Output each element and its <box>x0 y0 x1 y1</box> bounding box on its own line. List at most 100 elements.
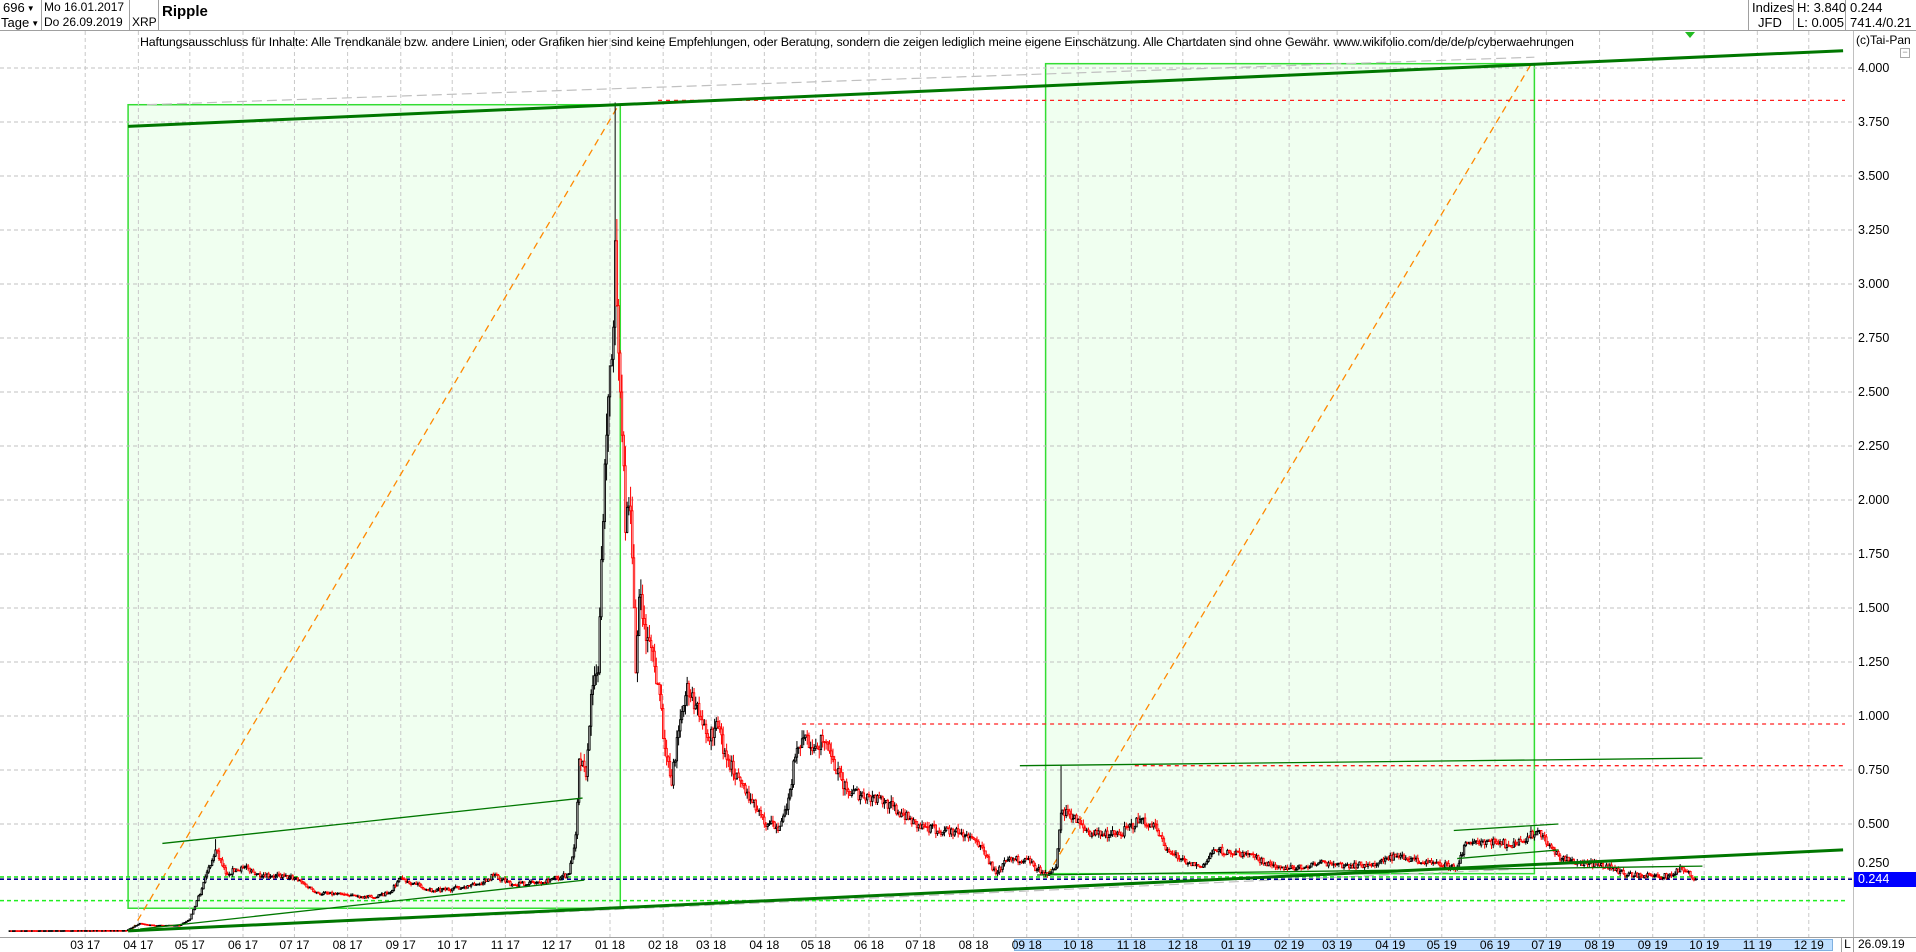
high-low-cell: H: 3.840 L: 0.005 <box>1794 0 1846 31</box>
candle-down <box>1239 852 1243 857</box>
candle-up <box>1444 862 1447 868</box>
candle-up <box>1308 866 1311 869</box>
candle-up <box>1462 845 1466 855</box>
date-from[interactable]: Mo 16.01.2017 <box>44 0 125 14</box>
candle-up <box>1375 864 1378 867</box>
candle-down <box>334 893 337 895</box>
candle-up <box>428 888 432 891</box>
candle-up <box>1179 858 1183 861</box>
date-to[interactable]: Do 26.09.2019 <box>44 15 123 29</box>
candle-down <box>557 877 560 881</box>
candle-down <box>1145 824 1148 827</box>
x-tick-label: 01 19 <box>1220 938 1251 952</box>
candle-up <box>132 926 135 929</box>
candle-up <box>672 761 675 786</box>
candle-up <box>802 737 805 740</box>
candle-down <box>1063 809 1066 817</box>
candle-down <box>641 594 644 619</box>
candle-down <box>382 893 385 897</box>
candle-down <box>708 737 711 742</box>
candle-down <box>878 795 881 799</box>
candle-down <box>523 881 526 886</box>
price-chart[interactable] <box>0 31 1916 937</box>
candle-down <box>722 734 725 754</box>
candle-down <box>1433 862 1437 864</box>
candle-up <box>638 596 641 637</box>
y-tick-label: 1.000 <box>1858 709 1890 723</box>
candle-down <box>1118 831 1121 836</box>
candle-up <box>1632 875 1636 878</box>
candle-down <box>1265 862 1268 867</box>
candle-down <box>656 683 660 685</box>
candle-up <box>133 925 137 928</box>
candle-down <box>258 873 262 877</box>
selection-range-highlight[interactable] <box>1014 939 1833 951</box>
candle-up <box>1548 844 1551 847</box>
candle-down <box>773 821 776 829</box>
candle-down <box>1351 865 1354 869</box>
candle-up <box>1191 862 1195 867</box>
candle-down <box>754 799 757 811</box>
candle-down <box>658 684 661 695</box>
candle-up <box>1109 834 1112 836</box>
candle-down <box>739 776 742 782</box>
thin-trendline <box>1453 823 1559 832</box>
candle-down <box>1106 830 1109 838</box>
candle-down <box>924 826 927 828</box>
candle-down <box>1546 843 1550 847</box>
x-tick-label: 08 19 <box>1584 938 1615 952</box>
candle-down <box>1641 875 1644 878</box>
candle-down <box>919 824 922 829</box>
candle-up <box>425 889 428 891</box>
log-scale-toggle[interactable]: L <box>1841 937 1853 952</box>
x-tick-label: 09 17 <box>385 938 416 952</box>
candle-down <box>152 924 155 927</box>
candle-down <box>543 882 546 884</box>
candle-down <box>711 728 715 739</box>
candle-down <box>1488 840 1491 843</box>
candle-up <box>1663 873 1666 879</box>
candle-up <box>1056 848 1059 868</box>
candle-up <box>349 894 353 897</box>
candle-down <box>806 734 809 737</box>
candle-down <box>140 922 143 925</box>
candle-up <box>452 887 456 890</box>
candle-down <box>1236 850 1239 853</box>
candle-down <box>660 693 663 709</box>
candle-up <box>565 873 569 878</box>
candle-down <box>1325 862 1329 867</box>
date-range[interactable]: Mo 16.01.2017 Do 26.09.2019 <box>42 0 130 31</box>
candle-up <box>406 881 409 883</box>
candle-up <box>775 826 778 829</box>
candle-down <box>464 886 468 889</box>
candle-up <box>1679 865 1682 873</box>
candle-up <box>535 881 538 884</box>
candle-down <box>1157 830 1160 836</box>
candle-up <box>710 728 713 742</box>
candle-up <box>920 824 924 829</box>
period-count-select[interactable]: 696 ▼ Tage ▼ <box>0 0 42 31</box>
candle-down <box>317 891 320 894</box>
candle-up <box>276 873 279 877</box>
candle-down <box>704 723 708 735</box>
candle-down <box>840 771 843 780</box>
x-tick-label: 10 17 <box>437 938 468 952</box>
candle-down <box>915 821 919 829</box>
candle-up <box>883 801 886 805</box>
candle-down <box>1531 830 1534 838</box>
y-tick-label: 4.000 <box>1858 61 1890 75</box>
candle-up <box>1149 823 1152 828</box>
collapse-icon[interactable]: − <box>1900 48 1910 58</box>
candle-up <box>1267 861 1270 867</box>
candle-up <box>1015 856 1018 861</box>
candle-up <box>1061 809 1064 814</box>
candle-down <box>1114 833 1118 836</box>
candle-down <box>975 839 979 843</box>
candle-up <box>560 875 564 879</box>
candle-down <box>439 888 442 892</box>
candle-up <box>1104 830 1107 837</box>
candle-up <box>363 895 366 899</box>
candle-up <box>1241 851 1244 857</box>
candle-up <box>1054 866 1058 870</box>
candle-down <box>408 881 411 884</box>
